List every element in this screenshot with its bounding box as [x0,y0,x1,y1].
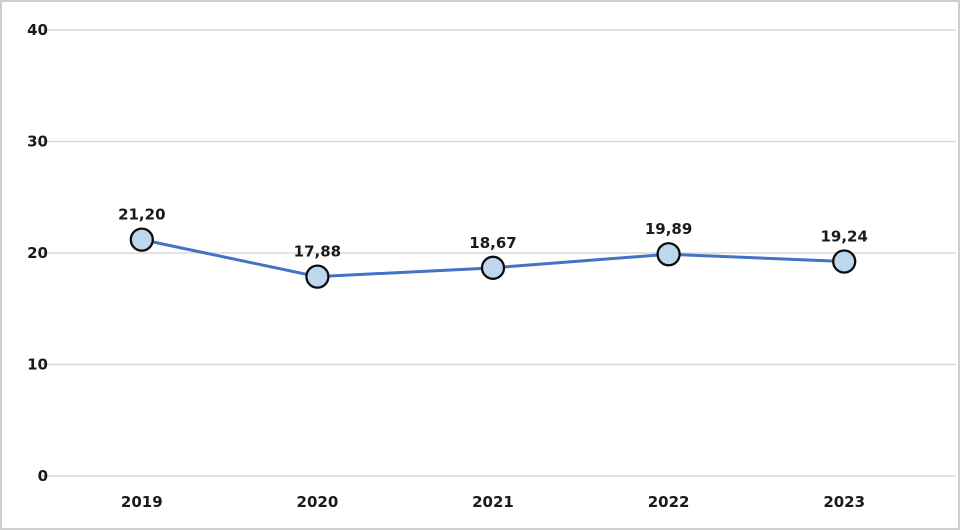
x-axis-tick-label: 2022 [648,493,690,511]
y-axis-tick-label: 30 [27,133,48,151]
data-point-label: 18,67 [469,234,516,252]
y-axis-tick-label: 10 [27,356,48,374]
y-axis-tick-label: 20 [27,244,48,262]
data-point-marker [656,242,681,267]
y-axis-tick-label: 40 [27,21,48,39]
data-point-marker [480,255,506,280]
data-point-marker [832,249,857,274]
x-axis-tick-label: 2021 [472,493,514,511]
x-axis-tick-label: 2023 [823,493,865,511]
x-axis-tick-label: 2019 [121,493,163,511]
data-point-label: 17,88 [294,243,341,261]
data-point-label: 19,89 [645,220,692,238]
data-point-label: 21,20 [118,206,165,224]
data-point-marker [129,227,154,252]
data-point-label: 19,24 [820,227,867,245]
data-point-marker [305,264,330,289]
y-axis-tick-label: 0 [38,467,48,485]
x-axis-tick-label: 2020 [297,493,339,511]
